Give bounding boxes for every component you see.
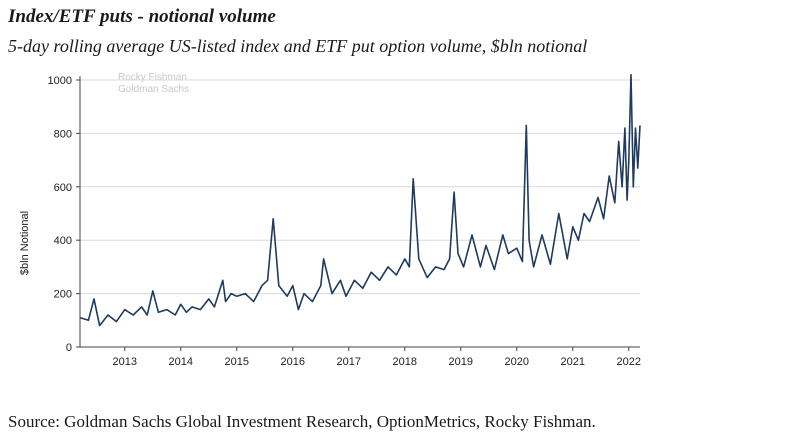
x-tick-label: 2019 — [449, 356, 473, 368]
x-tick-label: 2014 — [169, 356, 193, 368]
x-tick-label: 2017 — [337, 356, 361, 368]
y-tick-label: 0 — [66, 342, 72, 354]
x-tick-label: 2020 — [505, 356, 529, 368]
y-tick-label: 1000 — [48, 75, 72, 87]
source-note: Source: Goldman Sachs Global Investment … — [8, 412, 596, 431]
x-tick-label: 2016 — [281, 356, 305, 368]
series-line — [79, 73, 641, 327]
chart-subtitle: 5-day rolling average US-listed index an… — [8, 36, 588, 56]
x-tick-label: 2018 — [393, 356, 417, 368]
chart-title: Index/ETF puts - notional volume — [8, 6, 276, 27]
watermark-line-1: Rocky Fishman — [118, 72, 187, 83]
y-tick-label: 600 — [54, 182, 72, 194]
x-tick-label: 2022 — [617, 356, 641, 368]
line-chart: Rocky Fishman Goldman Sachs $bln Notiona… — [19, 72, 641, 368]
y-tick-label: 200 — [54, 289, 72, 301]
y-axis-title: $bln Notional — [19, 211, 31, 275]
x-tick-label: 2021 — [561, 356, 585, 368]
x-tick-label: 2013 — [113, 356, 137, 368]
x-tick-label: 2015 — [225, 356, 249, 368]
y-tick-label: 800 — [54, 128, 72, 140]
y-tick-label: 400 — [54, 235, 72, 247]
watermark-line-2: Goldman Sachs — [118, 84, 189, 95]
